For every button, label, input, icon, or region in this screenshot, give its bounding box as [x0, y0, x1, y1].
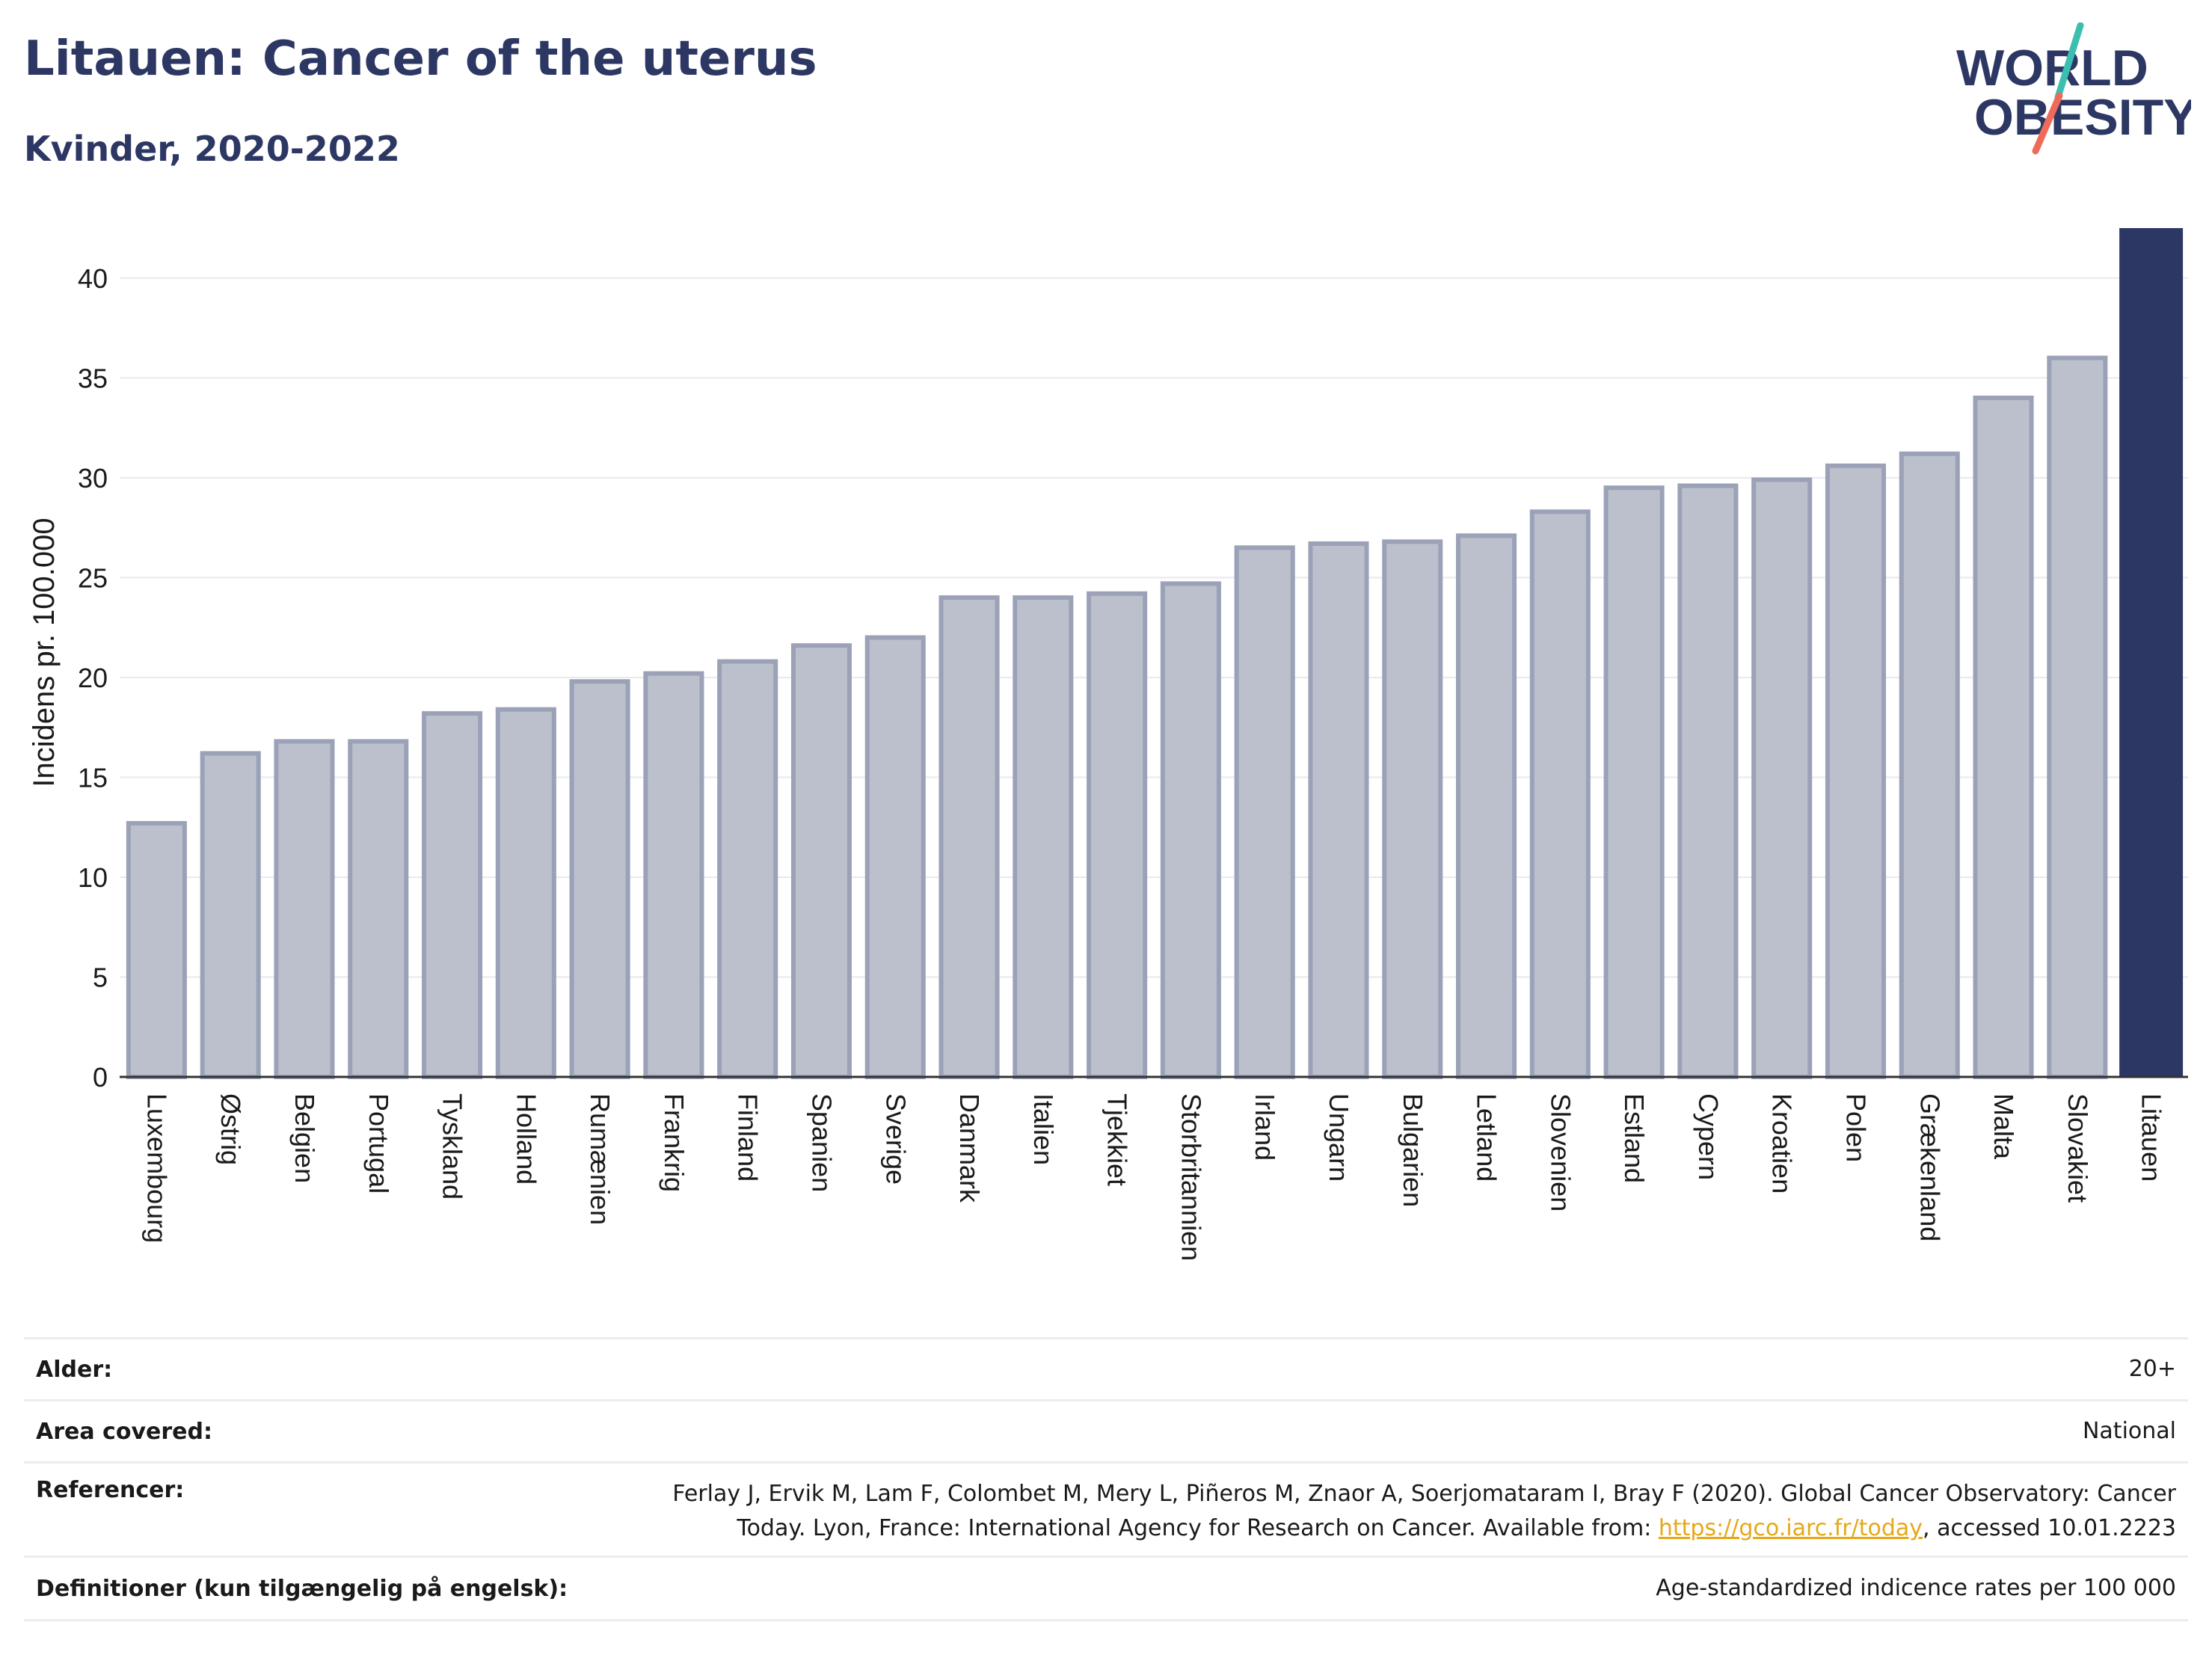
x-tick-label: Grækenland	[1914, 1093, 1945, 1241]
bar-grækenland	[1899, 451, 1960, 1079]
definitions-label: Definitioner (kun tilgængelig på engelsk…	[36, 1575, 568, 1602]
bar-litauen	[2119, 228, 2184, 1077]
bar-bulgarien	[1382, 539, 1443, 1079]
bar-spanien	[790, 643, 852, 1079]
x-tick-label: Italien	[1028, 1093, 1059, 1165]
x-tick-label: Irland	[1250, 1093, 1280, 1161]
x-tick-label: Estland	[1619, 1093, 1650, 1183]
x-tick-label: Bulgarien	[1398, 1093, 1428, 1207]
x-tick-label: Tyskland	[437, 1093, 468, 1200]
x-tick-label: Slovakiet	[2062, 1093, 2093, 1203]
footer-row-definitions: Definitioner (kun tilgængelig på engelsk…	[24, 1556, 2188, 1621]
bar-slovakiet	[2047, 355, 2108, 1079]
chart-footer: Alder: 20+ Area covered: National Refere…	[24, 1337, 2188, 1621]
bar-malta	[1973, 396, 2034, 1079]
bar-østrig	[200, 751, 261, 1079]
x-tick-label: Finland	[733, 1093, 764, 1182]
y-tick-label: 30	[78, 463, 108, 494]
x-tick-label: Frankrig	[659, 1093, 689, 1192]
bar-finland	[717, 659, 778, 1079]
bar-italien	[1013, 595, 1074, 1079]
x-tick-label: Danmark	[954, 1093, 985, 1203]
x-tick-label: Tjekkiet	[1102, 1093, 1133, 1186]
y-tick-label: 10	[78, 862, 108, 893]
x-tick-label: Luxembourg	[141, 1093, 172, 1243]
x-tick-label: Belgien	[289, 1093, 320, 1183]
y-tick-label: 0	[93, 1062, 108, 1093]
x-tick-label: Storbritannien	[1176, 1093, 1206, 1261]
chart-title: Litauen: Cancer of the uterus	[24, 31, 817, 87]
bar-kroatien	[1751, 477, 1813, 1079]
bar-letland	[1455, 533, 1517, 1079]
y-axis-ticks: 0 5 10 15 20 25 30 35 40	[78, 263, 108, 1093]
footer-row-age: Alder: 20+	[24, 1337, 2188, 1399]
bar-belgien	[274, 739, 335, 1079]
bar-tjekkiet	[1087, 591, 1148, 1079]
age-value: 20+	[2128, 1356, 2176, 1382]
bar-danmark	[938, 595, 1000, 1079]
bar-holland	[495, 707, 556, 1079]
logo-slash-coral	[2032, 92, 2063, 155]
x-tick-label: Kroatien	[1767, 1093, 1798, 1194]
reference-link[interactable]: https://gco.iarc.fr/today	[1658, 1515, 1923, 1541]
y-tick-label: 5	[93, 962, 108, 992]
bar-polen	[1825, 463, 1887, 1079]
world-obesity-logo: WORLD OBESITY	[1956, 22, 2191, 155]
x-tick-label: Litauen	[2136, 1093, 2167, 1182]
logo-word-obesity: OBESITY	[1974, 89, 2191, 146]
logo-word-world: WORLD	[1956, 40, 2148, 96]
references-value: Ferlay J, Ervik M, Lam F, Colombet M, Me…	[672, 1477, 2176, 1546]
area-value: National	[2082, 1418, 2176, 1444]
bar-estland	[1603, 485, 1665, 1079]
bar-storbritannien	[1160, 581, 1221, 1079]
y-axis-label: Incidens pr. 100.000	[28, 518, 61, 787]
y-tick-label: 35	[78, 363, 108, 393]
bar-portugal	[348, 739, 409, 1079]
references-label: Referencer:	[36, 1477, 185, 1503]
logo-slash-teal	[2054, 22, 2084, 101]
x-tick-label: Slovenien	[1545, 1093, 1576, 1212]
bar-slovenien	[1529, 509, 1591, 1079]
definitions-value: Age-standardized indicence rates per 100…	[1656, 1575, 2176, 1601]
x-tick-label: Ungarn	[1324, 1093, 1354, 1182]
x-tick-label: Portugal	[363, 1093, 394, 1194]
x-tick-label: Malta	[1988, 1093, 2019, 1160]
x-tick-label: Polen	[1840, 1093, 1871, 1162]
x-tick-label: Cypern	[1693, 1093, 1724, 1180]
bar-cypern	[1677, 483, 1739, 1079]
bar-tyskland	[421, 710, 483, 1079]
y-tick-label: 20	[78, 663, 108, 693]
x-tick-label: Rumænien	[585, 1093, 615, 1225]
x-tick-label: Spanien	[806, 1093, 837, 1192]
bar-chart: 0 5 10 15 20 25 30 35 40 Luxembourg Østrig Belgien…	[28, 228, 2188, 1261]
bars	[126, 228, 2184, 1080]
footer-row-area: Area covered: National	[24, 1399, 2188, 1461]
y-tick-label: 15	[78, 762, 108, 793]
x-tick-label: Sverige	[880, 1093, 911, 1185]
bar-sverige	[864, 635, 926, 1079]
x-tick-label: Letland	[1472, 1093, 1502, 1182]
y-tick-label: 40	[78, 263, 108, 294]
x-tick-label: Holland	[511, 1093, 541, 1185]
bar-rumænien	[569, 679, 630, 1079]
bar-frankrig	[643, 671, 704, 1079]
footer-row-references: Referencer: Ferlay J, Ervik M, Lam F, Co…	[24, 1461, 2188, 1556]
reference-line-1: Ferlay J, Ervik M, Lam F, Colombet M, Me…	[672, 1481, 2176, 1507]
area-label: Area covered:	[36, 1418, 212, 1445]
reference-line-2-end: , accessed 10.01.2223	[1923, 1515, 2176, 1541]
reference-line-2-start: Today. Lyon, France: International Agenc…	[737, 1515, 1659, 1541]
y-tick-label: 25	[78, 562, 108, 593]
bar-irland	[1234, 545, 1295, 1079]
x-tick-label: Østrig	[215, 1093, 246, 1165]
bar-ungarn	[1308, 541, 1369, 1079]
x-axis-ticks: Luxembourg Østrig Belgien Portugal Tyskland H…	[141, 1093, 2166, 1261]
age-label: Alder:	[36, 1356, 113, 1383]
bar-luxembourg	[126, 820, 187, 1080]
chart-subtitle: Kvinder, 2020-2022	[24, 129, 400, 169]
